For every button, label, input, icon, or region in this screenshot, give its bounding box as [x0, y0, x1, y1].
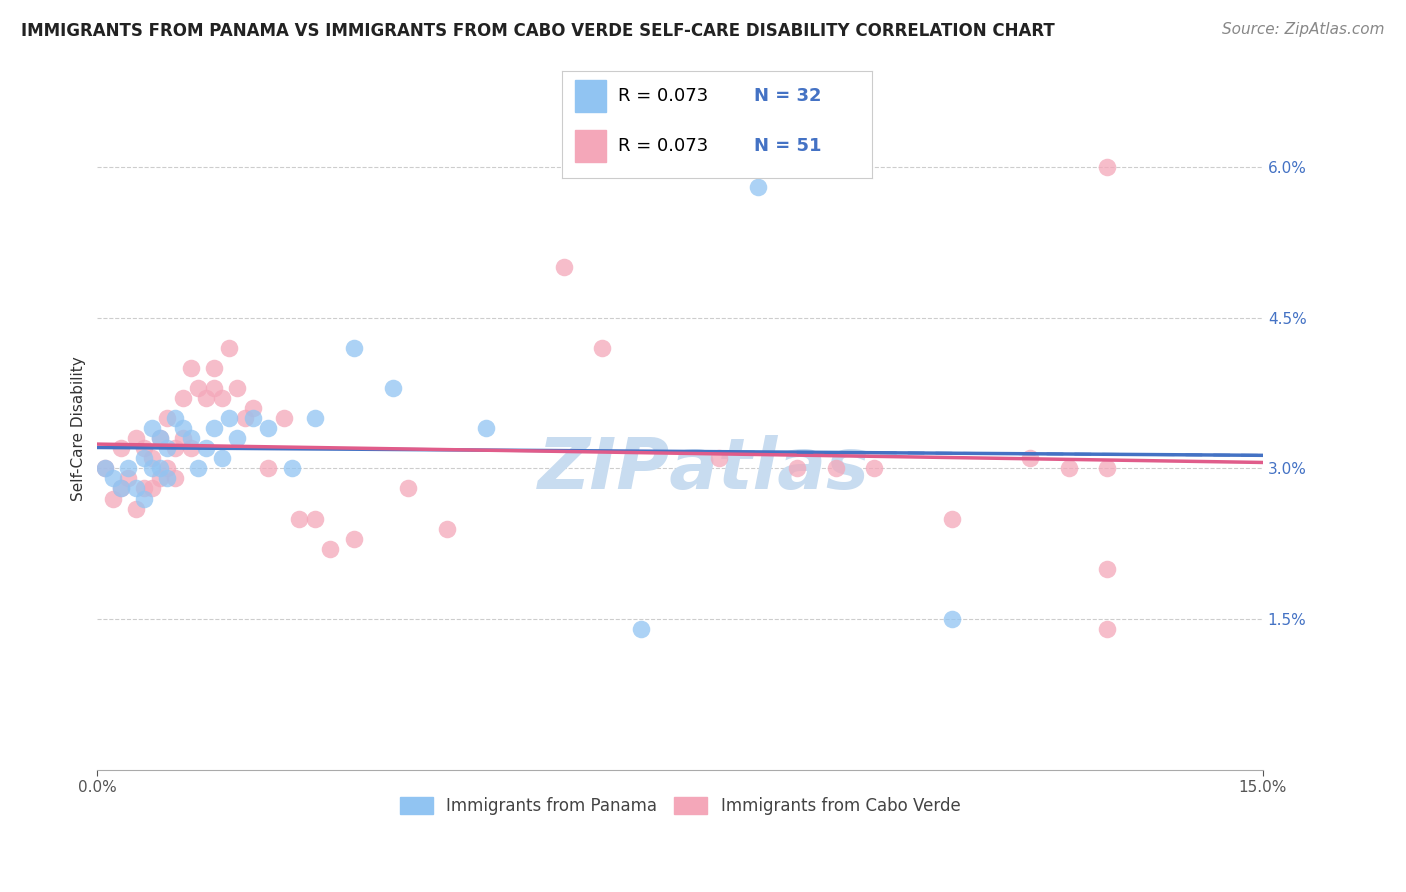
Point [280, 461, 302, 475]
Text: Source: ZipAtlas.com: Source: ZipAtlas.com [1222, 22, 1385, 37]
Point [257, 421, 280, 435]
Point [941, 612, 963, 626]
Point [202, 381, 225, 395]
Point [211, 451, 233, 466]
Point [132, 491, 155, 506]
Point [396, 482, 419, 496]
Point [218, 341, 240, 355]
Point [156, 471, 179, 485]
Point [141, 421, 163, 435]
Point [141, 482, 163, 496]
Bar [575, 130, 606, 162]
Point [343, 532, 366, 546]
Point [101, 491, 124, 506]
Point [148, 461, 170, 475]
Point [180, 442, 202, 456]
Point [226, 431, 249, 445]
Point [141, 461, 163, 475]
Point [125, 431, 148, 445]
Point [195, 391, 218, 405]
Point [211, 391, 233, 405]
Point [343, 341, 366, 355]
Point [141, 451, 163, 466]
Point [110, 482, 132, 496]
Point [172, 391, 194, 405]
Point [110, 482, 132, 496]
Point [233, 411, 256, 425]
Point [180, 431, 202, 445]
Point [202, 421, 225, 435]
Point [94, 461, 117, 475]
Point [1057, 461, 1080, 475]
Point [218, 411, 240, 425]
Point [1097, 562, 1119, 576]
Point [304, 511, 326, 525]
Point [202, 360, 225, 375]
Bar [575, 80, 606, 112]
Point [304, 411, 326, 425]
Point [165, 442, 187, 456]
Point [630, 622, 652, 636]
Legend: Immigrants from Panama, Immigrants from Cabo Verde: Immigrants from Panama, Immigrants from … [391, 789, 969, 823]
Point [257, 461, 280, 475]
Text: N = 51: N = 51 [754, 137, 821, 155]
Point [125, 482, 148, 496]
Point [117, 471, 139, 485]
Point [381, 381, 404, 395]
Point [156, 461, 179, 475]
Text: ZIPаtlas: ZIPаtlas [537, 434, 869, 504]
Point [165, 411, 187, 425]
Point [165, 471, 187, 485]
Point [156, 411, 179, 425]
Point [1018, 451, 1040, 466]
Point [707, 451, 730, 466]
Point [863, 461, 886, 475]
Point [117, 461, 139, 475]
Point [553, 260, 575, 275]
Point [148, 471, 170, 485]
Text: R = 0.073: R = 0.073 [619, 137, 709, 155]
Point [941, 511, 963, 525]
Text: R = 0.073: R = 0.073 [619, 87, 709, 105]
Point [242, 411, 264, 425]
Point [110, 442, 132, 456]
Text: IMMIGRANTS FROM PANAMA VS IMMIGRANTS FROM CABO VERDE SELF-CARE DISABILITY CORREL: IMMIGRANTS FROM PANAMA VS IMMIGRANTS FRO… [21, 22, 1054, 40]
Point [156, 442, 179, 456]
Point [94, 461, 117, 475]
Point [288, 511, 311, 525]
Point [824, 461, 846, 475]
Point [180, 360, 202, 375]
Point [132, 451, 155, 466]
Point [747, 180, 769, 194]
Point [132, 482, 155, 496]
Point [148, 431, 170, 445]
Point [195, 442, 218, 456]
Text: N = 32: N = 32 [754, 87, 821, 105]
Point [125, 501, 148, 516]
Point [132, 442, 155, 456]
Point [475, 421, 498, 435]
Point [172, 431, 194, 445]
Point [1097, 622, 1119, 636]
Point [436, 522, 458, 536]
Point [242, 401, 264, 415]
Point [273, 411, 295, 425]
Point [319, 541, 342, 556]
Point [187, 381, 209, 395]
Point [172, 421, 194, 435]
Point [591, 341, 613, 355]
Point [1097, 461, 1119, 475]
Point [226, 381, 249, 395]
Point [187, 461, 209, 475]
Point [101, 471, 124, 485]
Point [148, 431, 170, 445]
Y-axis label: Self-Care Disability: Self-Care Disability [72, 356, 86, 500]
Point [786, 461, 808, 475]
Point [1097, 160, 1119, 174]
